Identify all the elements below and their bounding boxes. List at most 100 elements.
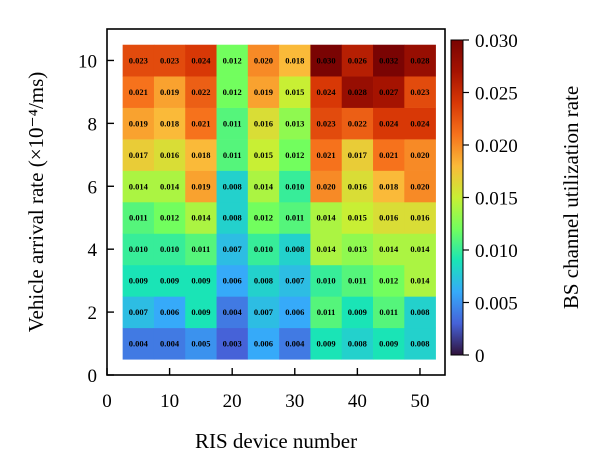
cell-value-label: 0.004 — [129, 339, 149, 349]
heatmap-cell — [247, 44, 280, 77]
cell-value-label: 0.028 — [410, 55, 429, 65]
heatmap-cell — [341, 296, 374, 329]
heatmap-cell — [216, 296, 249, 329]
cell-value-label: 0.011 — [348, 276, 367, 286]
cell-value-label: 0.024 — [410, 118, 430, 128]
cell-value-label: 0.009 — [160, 276, 179, 286]
cell-value-label: 0.010 — [129, 244, 148, 254]
heatmap-cell — [310, 296, 343, 329]
heatmap-cell — [404, 327, 436, 360]
x-tick-label: 20 — [223, 391, 242, 412]
heatmap-cell — [185, 107, 217, 140]
heatmap-cell — [341, 233, 374, 266]
heatmap-cell — [310, 107, 343, 140]
heatmap-cell — [404, 233, 436, 266]
cell-value-label: 0.014 — [379, 244, 399, 254]
heatmap-cell — [404, 202, 436, 234]
heatmap-cell — [310, 44, 343, 77]
heatmap-cell — [122, 327, 155, 360]
cell-value-label: 0.010 — [317, 276, 336, 286]
heatmap-cell — [404, 264, 436, 297]
cell-value-label: 0.012 — [285, 150, 304, 160]
heatmap-cell — [247, 107, 280, 140]
x-tick-label: 50 — [410, 391, 429, 412]
cell-value-label: 0.020 — [410, 150, 429, 160]
heatmap-cells: 0.004 0.004 0.005 0.003 0.006 0.004 0.009 0.008… — [122, 44, 436, 360]
heatmap-cell — [122, 233, 155, 266]
heatmap-cell — [279, 202, 311, 234]
cell-value-label: 0.005 — [191, 339, 210, 349]
heatmap-cell — [310, 264, 343, 297]
heatmap-cell — [279, 170, 311, 203]
cell-value-label: 0.004 — [160, 339, 180, 349]
cell-value-label: 0.022 — [348, 118, 367, 128]
cell-value-label: 0.018 — [160, 118, 179, 128]
heatmap-cell — [153, 44, 186, 77]
cell-value-label: 0.016 — [348, 181, 367, 191]
cell-value-label: 0.012 — [379, 276, 398, 286]
cell-value-label: 0.006 — [223, 276, 242, 286]
cell-value-label: 0.004 — [223, 307, 243, 317]
heatmap-cell — [279, 44, 311, 77]
heatmap-cell — [185, 170, 217, 203]
heatmap-cell — [185, 264, 217, 297]
plot-frame — [106, 28, 446, 376]
heatmap-cell — [341, 327, 374, 360]
cell-value-label: 0.011 — [192, 244, 211, 254]
heatmap-cell — [185, 139, 217, 171]
cell-value-label: 0.014 — [129, 181, 149, 191]
cell-value-label: 0.007 — [223, 244, 243, 254]
cell-value-label: 0.006 — [285, 307, 304, 317]
cell-value-label: 0.028 — [348, 87, 367, 97]
heatmap-cell — [341, 139, 374, 171]
cell-value-label: 0.016 — [160, 150, 179, 160]
heatmap-cell — [310, 202, 343, 234]
heatmap-cell — [310, 139, 343, 171]
cell-value-label: 0.009 — [379, 339, 398, 349]
heatmap-cell — [122, 139, 155, 171]
heatmap-cell — [185, 202, 217, 234]
heatmap-cell — [122, 170, 155, 203]
heatmap-cell — [404, 76, 436, 108]
heatmap-cell — [247, 327, 280, 360]
cell-value-label: 0.014 — [317, 213, 337, 223]
heatmap-cell — [185, 296, 217, 329]
cell-value-label: 0.020 — [254, 55, 273, 65]
cell-value-label: 0.014 — [191, 213, 211, 223]
heatmap-cell — [122, 107, 155, 140]
cell-value-label: 0.024 — [379, 118, 399, 128]
heatmap-cell — [341, 264, 374, 297]
colorbar — [450, 39, 464, 356]
heatmap-cell — [216, 107, 249, 140]
cell-value-label: 0.007 — [254, 307, 274, 317]
cell-value-label: 0.014 — [410, 276, 430, 286]
colorbar-tick-label: 0.015 — [475, 189, 518, 210]
cell-value-label: 0.019 — [160, 87, 179, 97]
cell-value-label: 0.023 — [160, 55, 179, 65]
heatmap-cell — [404, 107, 436, 140]
x-tick-label: 10 — [160, 391, 179, 412]
y-tick-label: 4 — [88, 240, 98, 261]
y-axis: 0 2 4 6 8 10 — [78, 51, 114, 387]
colorbar-tick-label: 0.010 — [475, 241, 518, 262]
heatmap-cell — [122, 44, 155, 77]
cell-value-label: 0.021 — [191, 118, 210, 128]
cell-value-label: 0.011 — [317, 307, 336, 317]
cell-value-label: 0.008 — [410, 307, 429, 317]
heatmap-cell — [373, 76, 405, 108]
colorbar-title: BS channel utilization rate — [559, 86, 583, 309]
cell-value-label: 0.023 — [317, 118, 336, 128]
colorbar-tick-label: 0.030 — [475, 31, 518, 52]
cell-value-label: 0.009 — [191, 307, 210, 317]
cell-value-label: 0.016 — [379, 213, 398, 223]
heatmap-cell — [153, 202, 186, 234]
heatmap-cell — [247, 233, 280, 266]
heatmap-cell — [373, 107, 405, 140]
cell-value-label: 0.010 — [254, 244, 273, 254]
heatmap-cell — [153, 233, 186, 266]
heatmap-cell — [279, 327, 311, 360]
heatmap-cell — [373, 170, 405, 203]
heatmap-cell — [216, 170, 249, 203]
cell-value-label: 0.018 — [285, 55, 304, 65]
